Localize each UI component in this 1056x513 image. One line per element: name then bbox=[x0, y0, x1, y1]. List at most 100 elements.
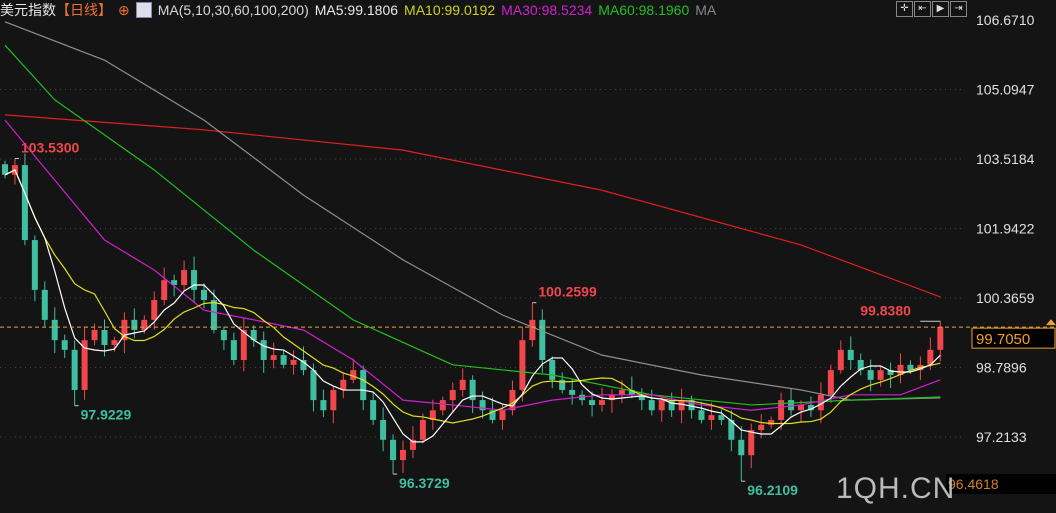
candle-body bbox=[907, 364, 914, 371]
candle-body bbox=[569, 389, 576, 395]
candle-body bbox=[61, 340, 68, 350]
candle-body bbox=[111, 340, 118, 345]
candle-body bbox=[937, 326, 944, 350]
candle-body bbox=[419, 419, 426, 440]
candle-body bbox=[529, 319, 536, 341]
candle-body bbox=[798, 404, 804, 411]
candle-body bbox=[519, 340, 526, 390]
candle-body bbox=[867, 370, 874, 380]
candle-body bbox=[648, 400, 655, 411]
chart-header: 美元指数 【日线】 ⊕ MA(5,10,30,60,100,200) MA5:9… bbox=[0, 0, 1056, 20]
candle-body bbox=[370, 400, 377, 420]
candle-body bbox=[191, 270, 198, 290]
candle-body bbox=[240, 330, 247, 360]
play-icon[interactable]: ▶ bbox=[932, 1, 949, 17]
candle-body bbox=[390, 439, 397, 461]
candle-body bbox=[300, 359, 307, 371]
candle-body bbox=[429, 410, 436, 420]
candle-body bbox=[628, 389, 635, 395]
candle-body bbox=[71, 349, 78, 390]
candle-body bbox=[449, 389, 456, 401]
candle-body bbox=[807, 404, 814, 411]
y-tick-label: 106.6710 bbox=[976, 12, 1035, 28]
candle-body bbox=[360, 370, 367, 401]
candle-body bbox=[51, 319, 58, 341]
ma-more[interactable]: MA bbox=[695, 2, 717, 18]
y-tick-label: 98.7896 bbox=[976, 359, 1027, 375]
candle-body bbox=[2, 164, 8, 175]
ma5-value: MA5:99.1806 bbox=[314, 2, 399, 18]
crosshair-icon[interactable]: ✛ bbox=[896, 1, 913, 17]
candle-body bbox=[499, 410, 506, 420]
current-price-label: 99.7050 bbox=[976, 331, 1030, 348]
candle-body bbox=[817, 394, 824, 411]
candle-body bbox=[748, 430, 755, 456]
candle-body bbox=[121, 319, 128, 341]
add-icon[interactable]: ⊕ bbox=[118, 2, 130, 18]
scroll-up-icon bbox=[1046, 319, 1056, 326]
ma30-value: MA30:98.5234 bbox=[501, 2, 593, 18]
candle-body bbox=[678, 400, 685, 411]
extreme-label-low: 96.3729 bbox=[399, 475, 450, 491]
candle-body bbox=[151, 300, 158, 320]
candle-body bbox=[549, 359, 556, 380]
candle-body bbox=[171, 280, 178, 286]
ma-title: MA(5,10,30,60,100,200) bbox=[157, 2, 309, 18]
candle-body bbox=[489, 410, 496, 420]
candle-body bbox=[380, 419, 387, 440]
range-left-icon[interactable]: ⇤ bbox=[914, 1, 931, 17]
bottom-label: 96.4618 bbox=[948, 476, 999, 492]
candle-body bbox=[509, 389, 516, 411]
candle-body bbox=[270, 355, 277, 360]
ma5-line bbox=[4, 169, 941, 443]
y-tick-label: 103.5184 bbox=[976, 151, 1035, 167]
candle-body bbox=[290, 359, 297, 365]
candle-body bbox=[608, 394, 615, 401]
candle-body bbox=[459, 379, 466, 390]
candle-body bbox=[250, 330, 257, 341]
candle-body bbox=[310, 370, 317, 401]
candle-body bbox=[260, 340, 267, 360]
candle-body bbox=[409, 439, 416, 450]
candle-body bbox=[539, 319, 546, 360]
candle-body bbox=[400, 449, 406, 461]
candle-body bbox=[658, 400, 665, 411]
period-selector[interactable]: 【日线】 bbox=[56, 2, 112, 18]
candle-body bbox=[41, 289, 48, 320]
extreme-label-high: 103.5300 bbox=[21, 139, 80, 155]
bottom-label-box bbox=[946, 474, 1056, 494]
candle-body bbox=[638, 394, 645, 401]
y-tick-label: 97.2133 bbox=[976, 429, 1027, 445]
extreme-label-low: 96.2109 bbox=[747, 482, 798, 498]
indicator-icon[interactable] bbox=[135, 2, 152, 18]
candle-body bbox=[599, 400, 605, 405]
candle-body bbox=[230, 340, 237, 360]
ma10-value: MA10:99.0192 bbox=[404, 2, 496, 18]
candle-body bbox=[668, 400, 675, 411]
candle-body bbox=[698, 410, 705, 420]
extreme-label-high: 100.2599 bbox=[538, 284, 597, 300]
candle-body bbox=[758, 424, 765, 431]
candle-body bbox=[340, 379, 347, 390]
candle-body bbox=[330, 389, 337, 411]
candle-body bbox=[131, 319, 138, 331]
candle-body bbox=[837, 349, 844, 371]
candle-body bbox=[927, 349, 934, 365]
current-price-box bbox=[971, 327, 1056, 349]
candle-body bbox=[688, 400, 695, 411]
exit-icon[interactable]: ⇥ bbox=[950, 1, 967, 17]
candle-body bbox=[847, 349, 854, 360]
candle-body bbox=[718, 415, 725, 420]
candle-body bbox=[559, 379, 566, 390]
candle-body bbox=[738, 439, 745, 456]
candle-body bbox=[201, 289, 207, 301]
candle-body bbox=[101, 330, 108, 345]
candle-body bbox=[161, 280, 168, 301]
candle-body bbox=[81, 340, 88, 390]
candle-body bbox=[897, 364, 904, 375]
candle-body bbox=[439, 400, 446, 411]
candle-body bbox=[220, 330, 227, 341]
candle-body bbox=[857, 359, 864, 371]
candle-body bbox=[618, 389, 625, 395]
